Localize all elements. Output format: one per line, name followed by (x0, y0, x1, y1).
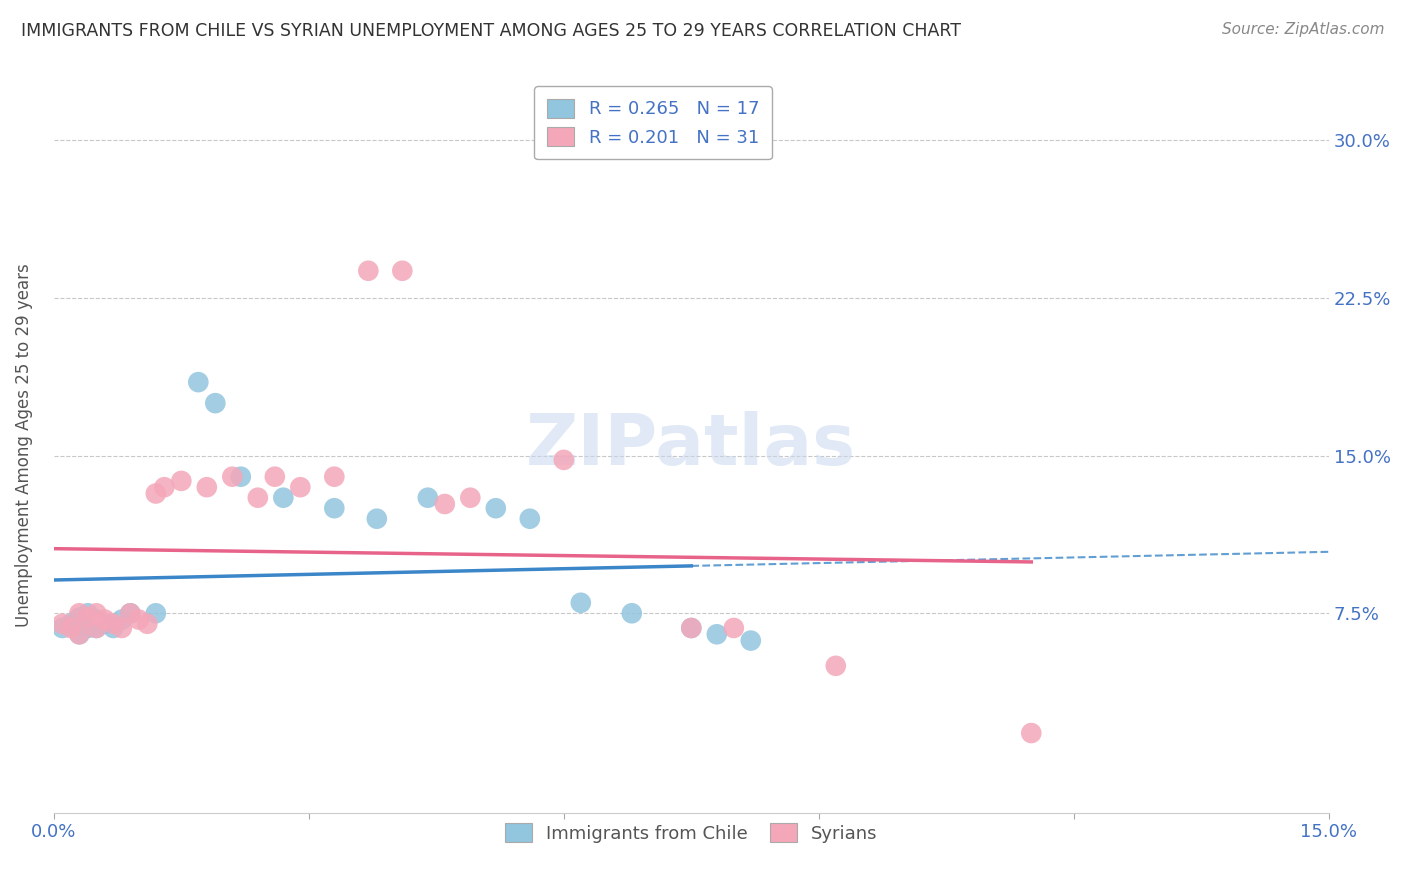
Point (519, 512, 541, 526)
Point (357, 264, 380, 278)
Point (111, 621, 134, 635)
Point (120, 607, 142, 621)
Point (569, 596, 592, 610)
Point (195, 480, 218, 494)
Point (67, 627, 90, 641)
Point (103, 616, 125, 631)
Point (145, 486, 167, 500)
Point (153, 480, 176, 494)
Point (128, 613, 150, 627)
Point (290, 480, 312, 494)
Point (59, 616, 82, 631)
Point (94, 613, 117, 627)
Point (366, 512, 388, 526)
Point (229, 469, 252, 483)
Point (59, 621, 82, 635)
Point (681, 621, 703, 635)
Point (273, 491, 295, 505)
Point (740, 633, 762, 648)
Point (103, 621, 125, 635)
Text: Source: ZipAtlas.com: Source: ZipAtlas.com (1222, 22, 1385, 37)
Point (204, 396, 226, 410)
Point (681, 621, 703, 635)
Point (94, 616, 117, 631)
Point (723, 621, 745, 635)
Legend: R = 0.265   N = 17, R = 0.201   N = 31: R = 0.265 N = 17, R = 0.201 N = 31 (534, 87, 772, 160)
Point (170, 474, 193, 488)
Point (76, 610, 98, 624)
Point (416, 491, 439, 505)
Point (76, 621, 98, 635)
Point (67, 627, 90, 641)
Point (120, 607, 142, 621)
Point (620, 607, 643, 621)
Point (485, 501, 508, 516)
Point (391, 264, 413, 278)
Point (824, 658, 846, 673)
Point (51, 616, 73, 631)
Point (263, 469, 285, 483)
Point (136, 616, 159, 631)
Point (187, 375, 209, 389)
Text: ZIPatlas: ZIPatlas (526, 410, 856, 480)
Point (111, 613, 134, 627)
Point (323, 501, 346, 516)
Point (706, 627, 728, 641)
Point (86, 621, 108, 635)
Point (145, 607, 167, 621)
Point (433, 497, 456, 511)
Point (221, 469, 243, 483)
Point (51, 621, 73, 635)
Point (67, 607, 90, 621)
Point (67, 610, 90, 624)
Point (86, 621, 108, 635)
Point (460, 491, 482, 505)
Point (1019, 726, 1042, 740)
Point (76, 607, 98, 621)
Text: IMMIGRANTS FROM CHILE VS SYRIAN UNEMPLOYMENT AMONG AGES 25 TO 29 YEARS CORRELATI: IMMIGRANTS FROM CHILE VS SYRIAN UNEMPLOY… (21, 22, 962, 40)
Point (246, 491, 269, 505)
Point (86, 613, 108, 627)
Point (323, 469, 346, 483)
Point (553, 453, 575, 467)
Y-axis label: Unemployment Among Ages 25 to 29 years: Unemployment Among Ages 25 to 29 years (15, 263, 32, 627)
Point (86, 607, 108, 621)
